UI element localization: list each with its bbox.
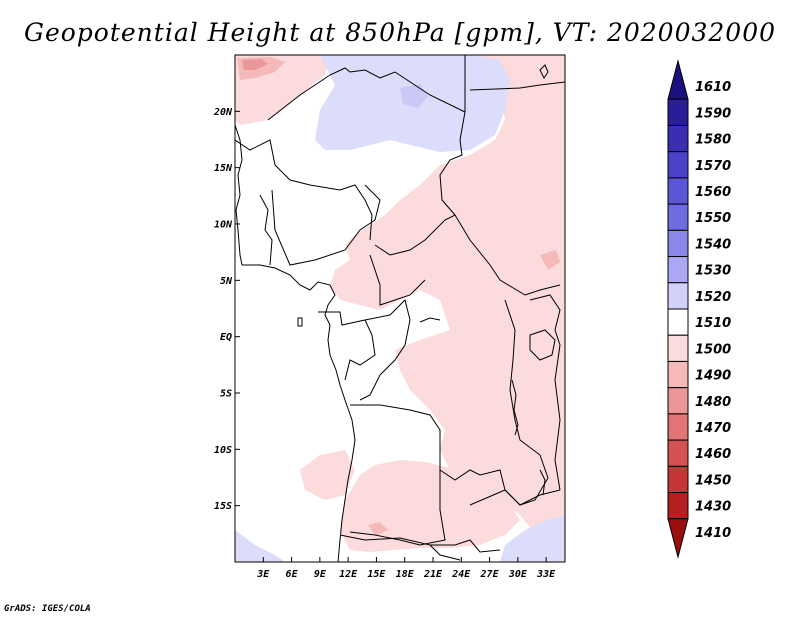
lat-tick-label: 5N — [220, 276, 233, 287]
region-pink-southwest — [300, 450, 355, 500]
lon-tick-label: 6E — [286, 569, 299, 580]
colorbar-swatch — [667, 308, 689, 336]
colorbar-swatch — [667, 256, 689, 284]
colorbar-label: 1570 — [695, 159, 731, 174]
border-angola — [349, 404, 446, 546]
colorbar-swatch — [667, 413, 689, 441]
border-north-2 — [439, 55, 466, 216]
border-central-2 — [369, 254, 426, 306]
lon-tick-label: 3E — [256, 569, 270, 580]
lat-tick-label: 15N — [214, 163, 233, 174]
river-congo — [419, 317, 441, 323]
colorbar-arrow-top — [667, 59, 689, 100]
colorbar-swatch — [667, 151, 689, 179]
border-east-1 — [529, 294, 561, 491]
border-congo — [359, 299, 411, 401]
credit-label: GrADS: IGES/COLA — [4, 604, 91, 614]
region-red-east — [540, 250, 560, 270]
lat-tick-label: EQ — [220, 332, 232, 343]
region-red-northwest-core — [242, 59, 268, 70]
colorbar-swatch — [667, 465, 689, 494]
colorbar-label: 1550 — [695, 211, 731, 226]
colorbar-swatch — [667, 203, 689, 231]
island-west — [297, 317, 303, 327]
border-south — [339, 534, 501, 553]
colorbar-swatch — [667, 334, 689, 362]
colorbar-label: 1580 — [695, 133, 731, 148]
colorbar: 1610 1590 1580 1570 1560 1550 1540 1530 1520 1510… — [667, 59, 731, 559]
lon-tick-label: 21E — [423, 569, 443, 580]
colorbar-label: 1520 — [695, 290, 731, 305]
lon-tick-label: 33E — [536, 569, 556, 580]
plot-frame — [234, 54, 566, 563]
region-pink-east — [330, 55, 565, 560]
coastline-west-africa — [235, 124, 356, 562]
longitude-axis: 3E 6E 9E 12E 15E 18E 21E 24E 27E 30E 33E — [256, 557, 556, 580]
colorbar-label: 1540 — [695, 237, 731, 252]
colorbar-label: 1410 — [695, 526, 731, 541]
colorbar-swatch — [667, 387, 689, 415]
border-west-2 — [259, 194, 273, 266]
colorbar-label: 1490 — [695, 369, 731, 384]
lat-tick-label: 10N — [214, 220, 233, 231]
region-red-south — [368, 522, 388, 536]
border-south-2 — [429, 544, 461, 561]
lon-tick-label: 9E — [314, 569, 327, 580]
colorbar-swatch — [667, 282, 689, 310]
colorbar-label: 1430 — [695, 500, 731, 515]
latitude-axis: 20N 15N 10N 5N EQ 5S 10S 15S — [213, 107, 240, 512]
region-blue-southeast — [500, 515, 565, 562]
lat-tick-label: 15S — [214, 501, 232, 512]
border-north-3 — [469, 81, 565, 91]
colorbar-swatch — [667, 124, 689, 153]
country-borders — [235, 55, 565, 562]
lake-malawi — [539, 469, 546, 496]
lat-tick-label: 5S — [220, 389, 232, 400]
border-central-1 — [374, 214, 561, 296]
colorbar-swatch — [667, 98, 689, 126]
colorbar-label: 1610 — [695, 80, 731, 95]
colorbar-label: 1590 — [695, 106, 731, 121]
colorbar-swatch — [667, 439, 689, 467]
lat-tick-label: 20N — [213, 107, 233, 118]
border-west-1 — [235, 139, 373, 241]
lon-tick-label: 15E — [367, 569, 386, 580]
region-blue-north-core — [400, 84, 428, 108]
border-nigeria — [271, 184, 381, 266]
lat-tick-label: 10S — [214, 445, 232, 456]
colorbar-swatch — [667, 229, 689, 258]
colorbar-swatch — [667, 360, 689, 389]
lon-tick-label: 24E — [451, 569, 471, 580]
colorbar-label: 1560 — [695, 185, 731, 200]
border-drc-east — [439, 299, 549, 506]
lon-tick-label: 18E — [396, 569, 415, 580]
lon-tick-label: 30E — [508, 569, 528, 580]
border-north-1 — [267, 67, 466, 121]
border-gabon — [318, 311, 376, 381]
colorbar-label: 1530 — [695, 264, 731, 279]
lon-tick-label: 12E — [339, 569, 358, 580]
lake-tanganyika — [511, 379, 519, 436]
colorbar-swatch — [667, 492, 689, 520]
lake-victoria — [529, 329, 556, 361]
chart-title: Geopotential Height at 850hPa [gpm], VT:… — [23, 18, 777, 47]
island-east — [539, 64, 549, 79]
colorbar-arrow-bottom — [667, 518, 689, 559]
colorbar-label: 1450 — [695, 473, 731, 488]
colorbar-label: 1510 — [695, 316, 731, 331]
colorbar-label: 1480 — [695, 395, 731, 410]
colorbar-swatch — [667, 177, 689, 205]
border-southeast — [469, 489, 561, 506]
lon-tick-label: 27E — [480, 569, 500, 580]
height-field — [235, 55, 565, 562]
region-blue-southwest — [235, 530, 285, 562]
colorbar-label: 1470 — [695, 421, 731, 436]
colorbar-label: 1460 — [695, 447, 731, 462]
colorbar-label: 1500 — [695, 342, 731, 357]
